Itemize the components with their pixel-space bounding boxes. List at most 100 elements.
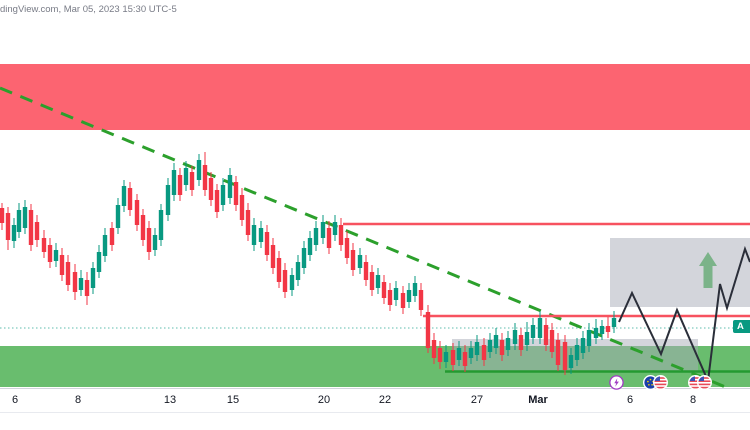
candle: [289, 268, 295, 296]
candle-body: [90, 268, 96, 288]
candle-body: [487, 340, 493, 352]
time-axis-label: 22: [378, 394, 392, 406]
candle: [220, 178, 226, 211]
candle: [295, 255, 301, 286]
candle: [146, 221, 152, 260]
candle-body: [208, 178, 214, 200]
candle: [65, 255, 71, 291]
candle: [270, 238, 276, 274]
candle: [41, 230, 47, 258]
candle-body: [326, 228, 332, 248]
candle-body: [102, 235, 108, 256]
candle: [580, 331, 586, 359]
candle: [72, 264, 78, 300]
candle-body: [109, 228, 115, 245]
candle-body: [5, 213, 11, 240]
time-axis-label: 13: [163, 394, 177, 406]
candle: [518, 328, 524, 356]
candle-body: [22, 207, 28, 228]
event-icon-flag-us[interactable]: [652, 374, 668, 390]
candle-body: [400, 293, 406, 308]
candle-body: [84, 280, 90, 296]
candle: [387, 283, 393, 311]
candle-body: [239, 195, 245, 220]
candle-body: [505, 338, 511, 350]
chart-attribution: dingView.com, Mar 05, 2023 15:30 UTC-5: [0, 4, 177, 15]
candle-body: [611, 318, 617, 327]
candle: [499, 333, 505, 361]
candle: [227, 168, 233, 204]
candle-body: [586, 330, 592, 346]
time-axis-label: Mar: [528, 394, 548, 406]
candle: [543, 318, 549, 351]
candle-body: [258, 228, 264, 242]
candle-body: [543, 325, 549, 345]
candle: [214, 184, 220, 218]
candle: [456, 341, 462, 366]
candle: [537, 311, 543, 344]
candle: [593, 319, 599, 344]
candle: [90, 262, 96, 294]
candle: [202, 152, 208, 196]
candle: [171, 163, 177, 201]
candle: [332, 215, 338, 241]
candle: [183, 161, 189, 191]
candle-body: [72, 272, 78, 292]
candle: [474, 335, 480, 361]
candle-body: [493, 335, 499, 348]
candle: [487, 333, 493, 358]
candle: [140, 209, 146, 246]
candle: [134, 194, 140, 231]
candle-body: [418, 290, 424, 310]
candle-body: [270, 245, 276, 268]
candle-body: [177, 175, 183, 195]
time-axis[interactable]: 6 8 13 15 20 22 27 Mar 6 8: [0, 388, 750, 413]
candle-body: [381, 282, 387, 298]
candle: [350, 243, 356, 276]
candle-body: [59, 255, 65, 275]
supply-zone: [0, 64, 750, 130]
candle: [264, 225, 270, 261]
candle: [381, 275, 387, 304]
candle-body: [0, 208, 5, 223]
candle: [568, 348, 574, 374]
candle-body: [214, 190, 220, 212]
time-axis-label: 8: [689, 394, 697, 406]
candle-body: [537, 318, 543, 338]
candle-body: [530, 325, 536, 338]
candle-body: [375, 275, 381, 288]
candle: [189, 166, 195, 196]
candle-body: [574, 345, 580, 360]
candle-body: [474, 342, 480, 355]
candle: [599, 320, 605, 340]
candle: [233, 176, 239, 211]
candle: [11, 218, 17, 248]
candle-body: [313, 228, 319, 245]
candle-body: [16, 210, 22, 232]
candle-body: [183, 168, 189, 185]
candle-body: [437, 348, 443, 362]
candle-body: [152, 235, 158, 250]
candle: [605, 317, 611, 338]
candle-body: [307, 238, 313, 255]
candle-body: [431, 340, 437, 358]
candle: [258, 221, 264, 248]
candle-body: [282, 270, 288, 292]
event-icon-bolt[interactable]: [608, 374, 624, 390]
candle: [406, 283, 412, 308]
candle-body: [599, 326, 605, 334]
event-icon-flag-us[interactable]: [696, 374, 712, 390]
candle-body: [34, 222, 40, 240]
candle-body: [499, 340, 505, 355]
candle-body: [202, 165, 208, 190]
candle: [320, 215, 326, 244]
candle-body: [580, 338, 586, 353]
candle: [338, 218, 344, 251]
candle: [375, 268, 381, 294]
candle-body: [562, 342, 568, 370]
candle: [301, 241, 307, 274]
candle: [344, 231, 350, 264]
time-axis-label: 15: [226, 394, 240, 406]
candle-body: [121, 186, 127, 206]
